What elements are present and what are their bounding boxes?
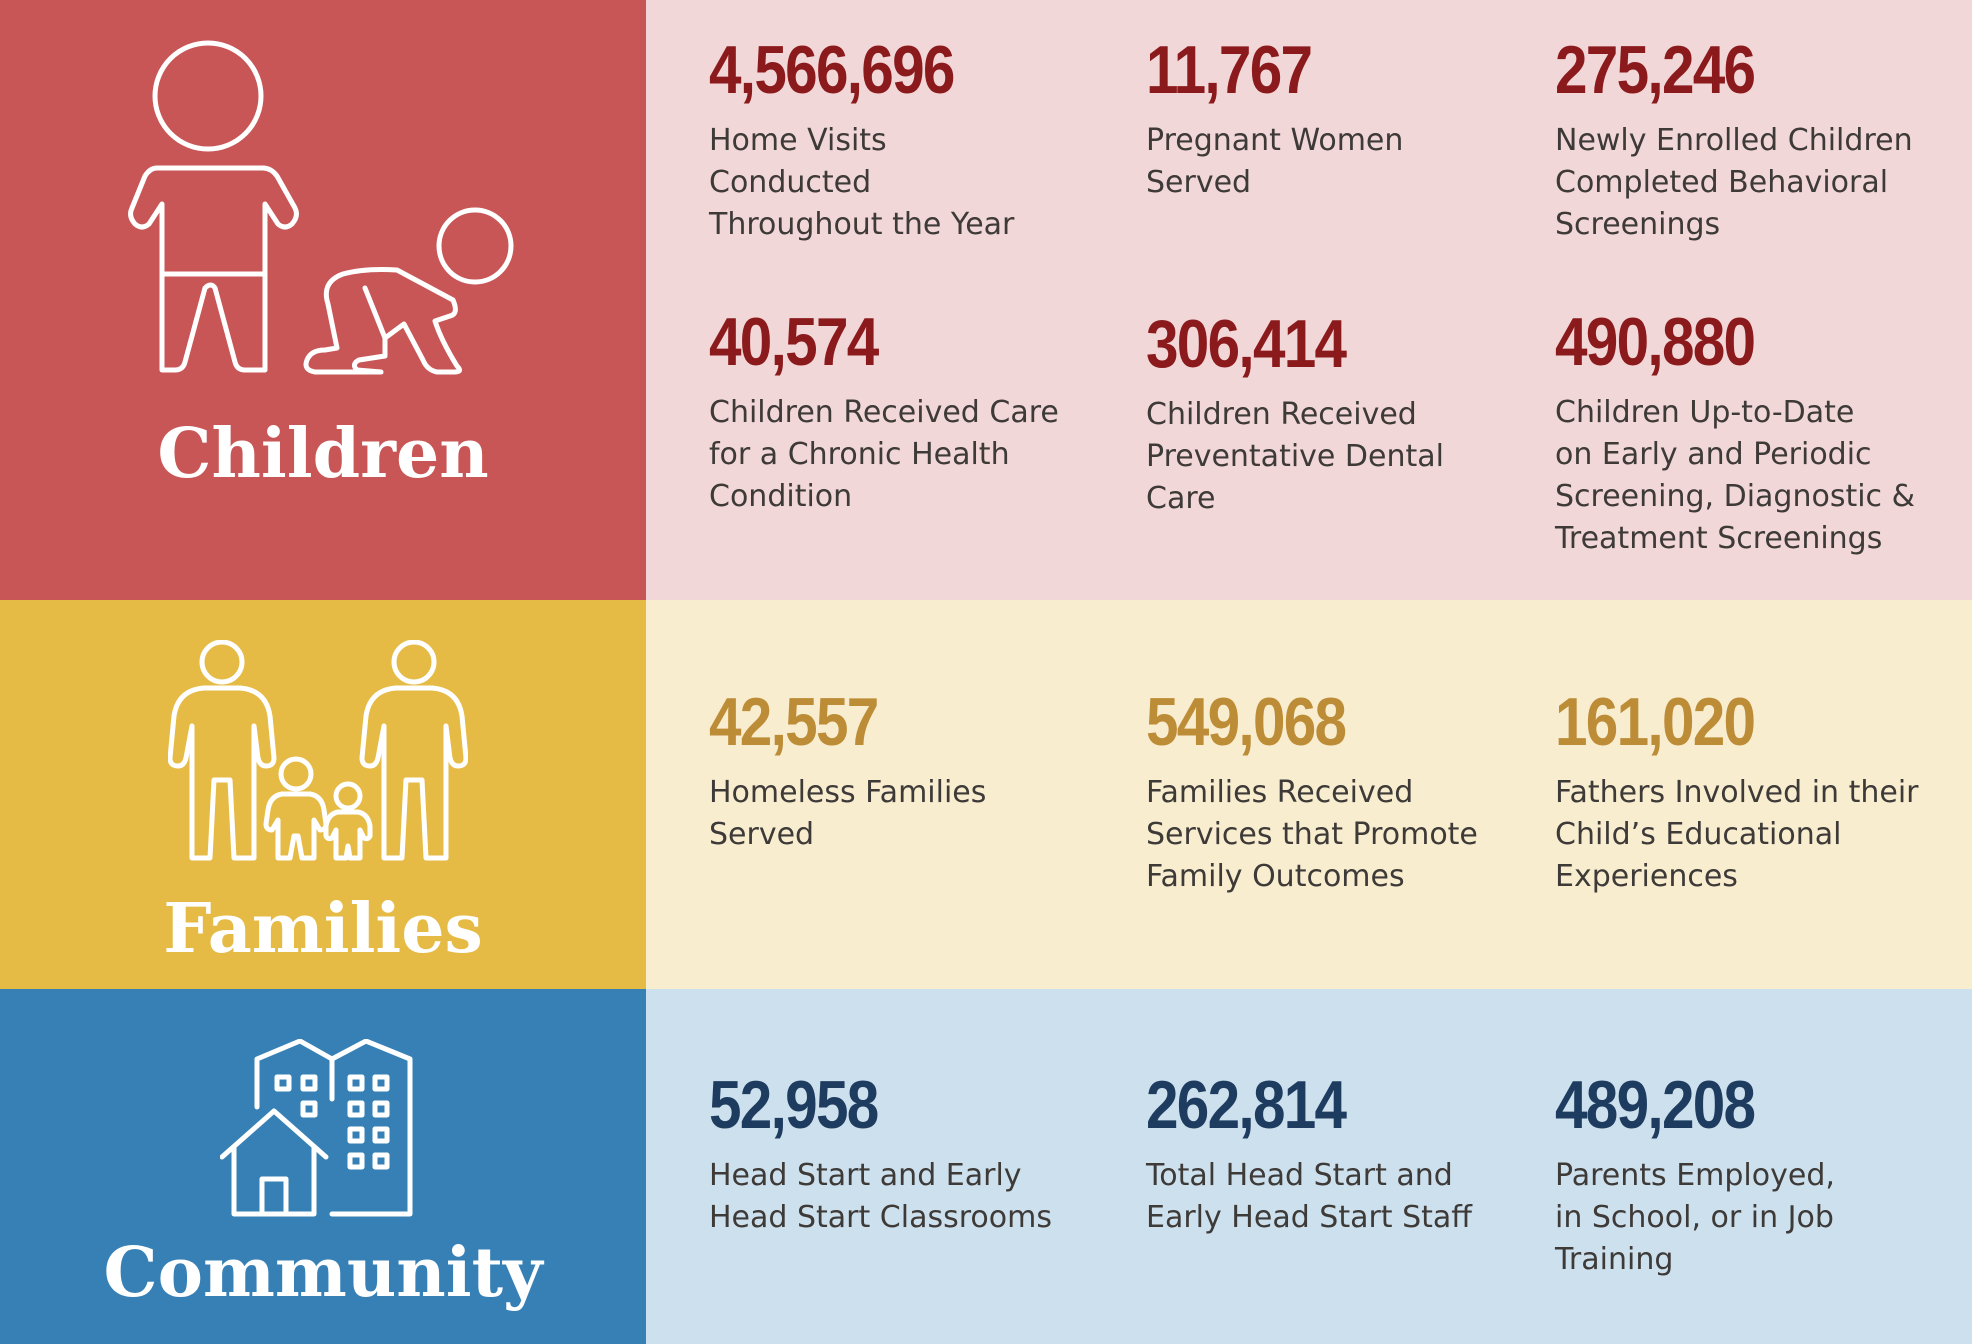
- stat-homeless-families: 42,557 Homeless Families Served: [709, 688, 986, 856]
- families-panel: Families: [0, 600, 646, 989]
- stat-label: Total Head Start and Early Head Start St…: [1146, 1158, 1472, 1235]
- stat-classrooms: 52,958 Head Start and Early Head Start C…: [709, 1071, 1052, 1239]
- stat-label: Children Up-to-Date on Early and Periodi…: [1555, 395, 1915, 556]
- stat-label: Head Start and Early Head Start Classroo…: [709, 1158, 1052, 1235]
- stat-label: Home Visits Conducted Throughout the Yea…: [709, 123, 1015, 242]
- community-title: Community: [103, 1233, 543, 1313]
- family-icon: [168, 640, 468, 865]
- stat-home-visits: 4,566,696 Home Visits Conducted Througho…: [709, 36, 1014, 246]
- families-stats: 42,557 Homeless Families Served 549,068 …: [646, 600, 1972, 989]
- stat-number: 52,958: [709, 1067, 879, 1143]
- community-stats: 52,958 Head Start and Early Head Start C…: [646, 989, 1972, 1344]
- children-panel: Children: [0, 0, 646, 600]
- stat-behavioral-screenings: 275,246 Newly Enrolled Children Complete…: [1555, 36, 1913, 246]
- stat-label: Children Received Care for a Chronic Hea…: [709, 395, 1059, 514]
- child-and-crawling-baby-icon: [115, 38, 525, 378]
- community-section: Community 52,958 Head Start and Early He…: [0, 989, 1972, 1344]
- stat-number: 306,414: [1146, 306, 1347, 382]
- stat-number: 549,068: [1146, 684, 1347, 760]
- stat-number: 40,574: [709, 304, 879, 380]
- stat-label: Fathers Involved in their Child’s Educat…: [1555, 775, 1919, 894]
- stat-number: 42,557: [709, 684, 879, 760]
- community-panel: Community: [0, 989, 646, 1344]
- stat-parents-employed: 489,208 Parents Employed, in School, or …: [1555, 1071, 1835, 1281]
- stat-fathers-involved: 161,020 Fathers Involved in their Child’…: [1555, 688, 1919, 898]
- stat-number: 161,020: [1555, 684, 1756, 760]
- stat-number: 4,566,696: [709, 32, 955, 108]
- stat-number: 489,208: [1555, 1067, 1756, 1143]
- stat-number: 275,246: [1555, 32, 1756, 108]
- children-section: Children 4,566,696 Home Visits Conducted…: [0, 0, 1972, 600]
- stat-label: Families Received Services that Promote …: [1146, 775, 1478, 894]
- stat-chronic-health: 40,574 Children Received Care for a Chro…: [709, 308, 1059, 518]
- stat-epsdt-screenings: 490,880 Children Up-to-Date on Early and…: [1555, 308, 1915, 560]
- stat-number: 490,880: [1555, 304, 1756, 380]
- stat-label: Parents Employed, in School, or in Job T…: [1555, 1158, 1835, 1277]
- stat-staff: 262,814 Total Head Start and Early Head …: [1146, 1071, 1472, 1239]
- families-title: Families: [163, 889, 483, 969]
- stat-label: Newly Enrolled Children Completed Behavi…: [1555, 123, 1913, 242]
- stat-dental-care: 306,414 Children Received Preventative D…: [1146, 310, 1444, 520]
- families-section: Families 42,557 Homeless Families Served…: [0, 600, 1972, 989]
- stat-label: Pregnant Women Served: [1146, 123, 1404, 200]
- stat-family-outcomes: 549,068 Families Received Services that …: [1146, 688, 1478, 898]
- stat-number: 262,814: [1146, 1067, 1347, 1143]
- stat-pregnant-women: 11,767 Pregnant Women Served: [1146, 36, 1403, 204]
- stat-number: 11,767: [1146, 32, 1313, 108]
- children-stats: 4,566,696 Home Visits Conducted Througho…: [646, 0, 1972, 600]
- stat-label: Homeless Families Served: [709, 775, 987, 852]
- children-title: Children: [157, 414, 489, 494]
- house-and-buildings-icon: [220, 1039, 420, 1219]
- stat-label: Children Received Preventative Dental Ca…: [1146, 397, 1444, 516]
